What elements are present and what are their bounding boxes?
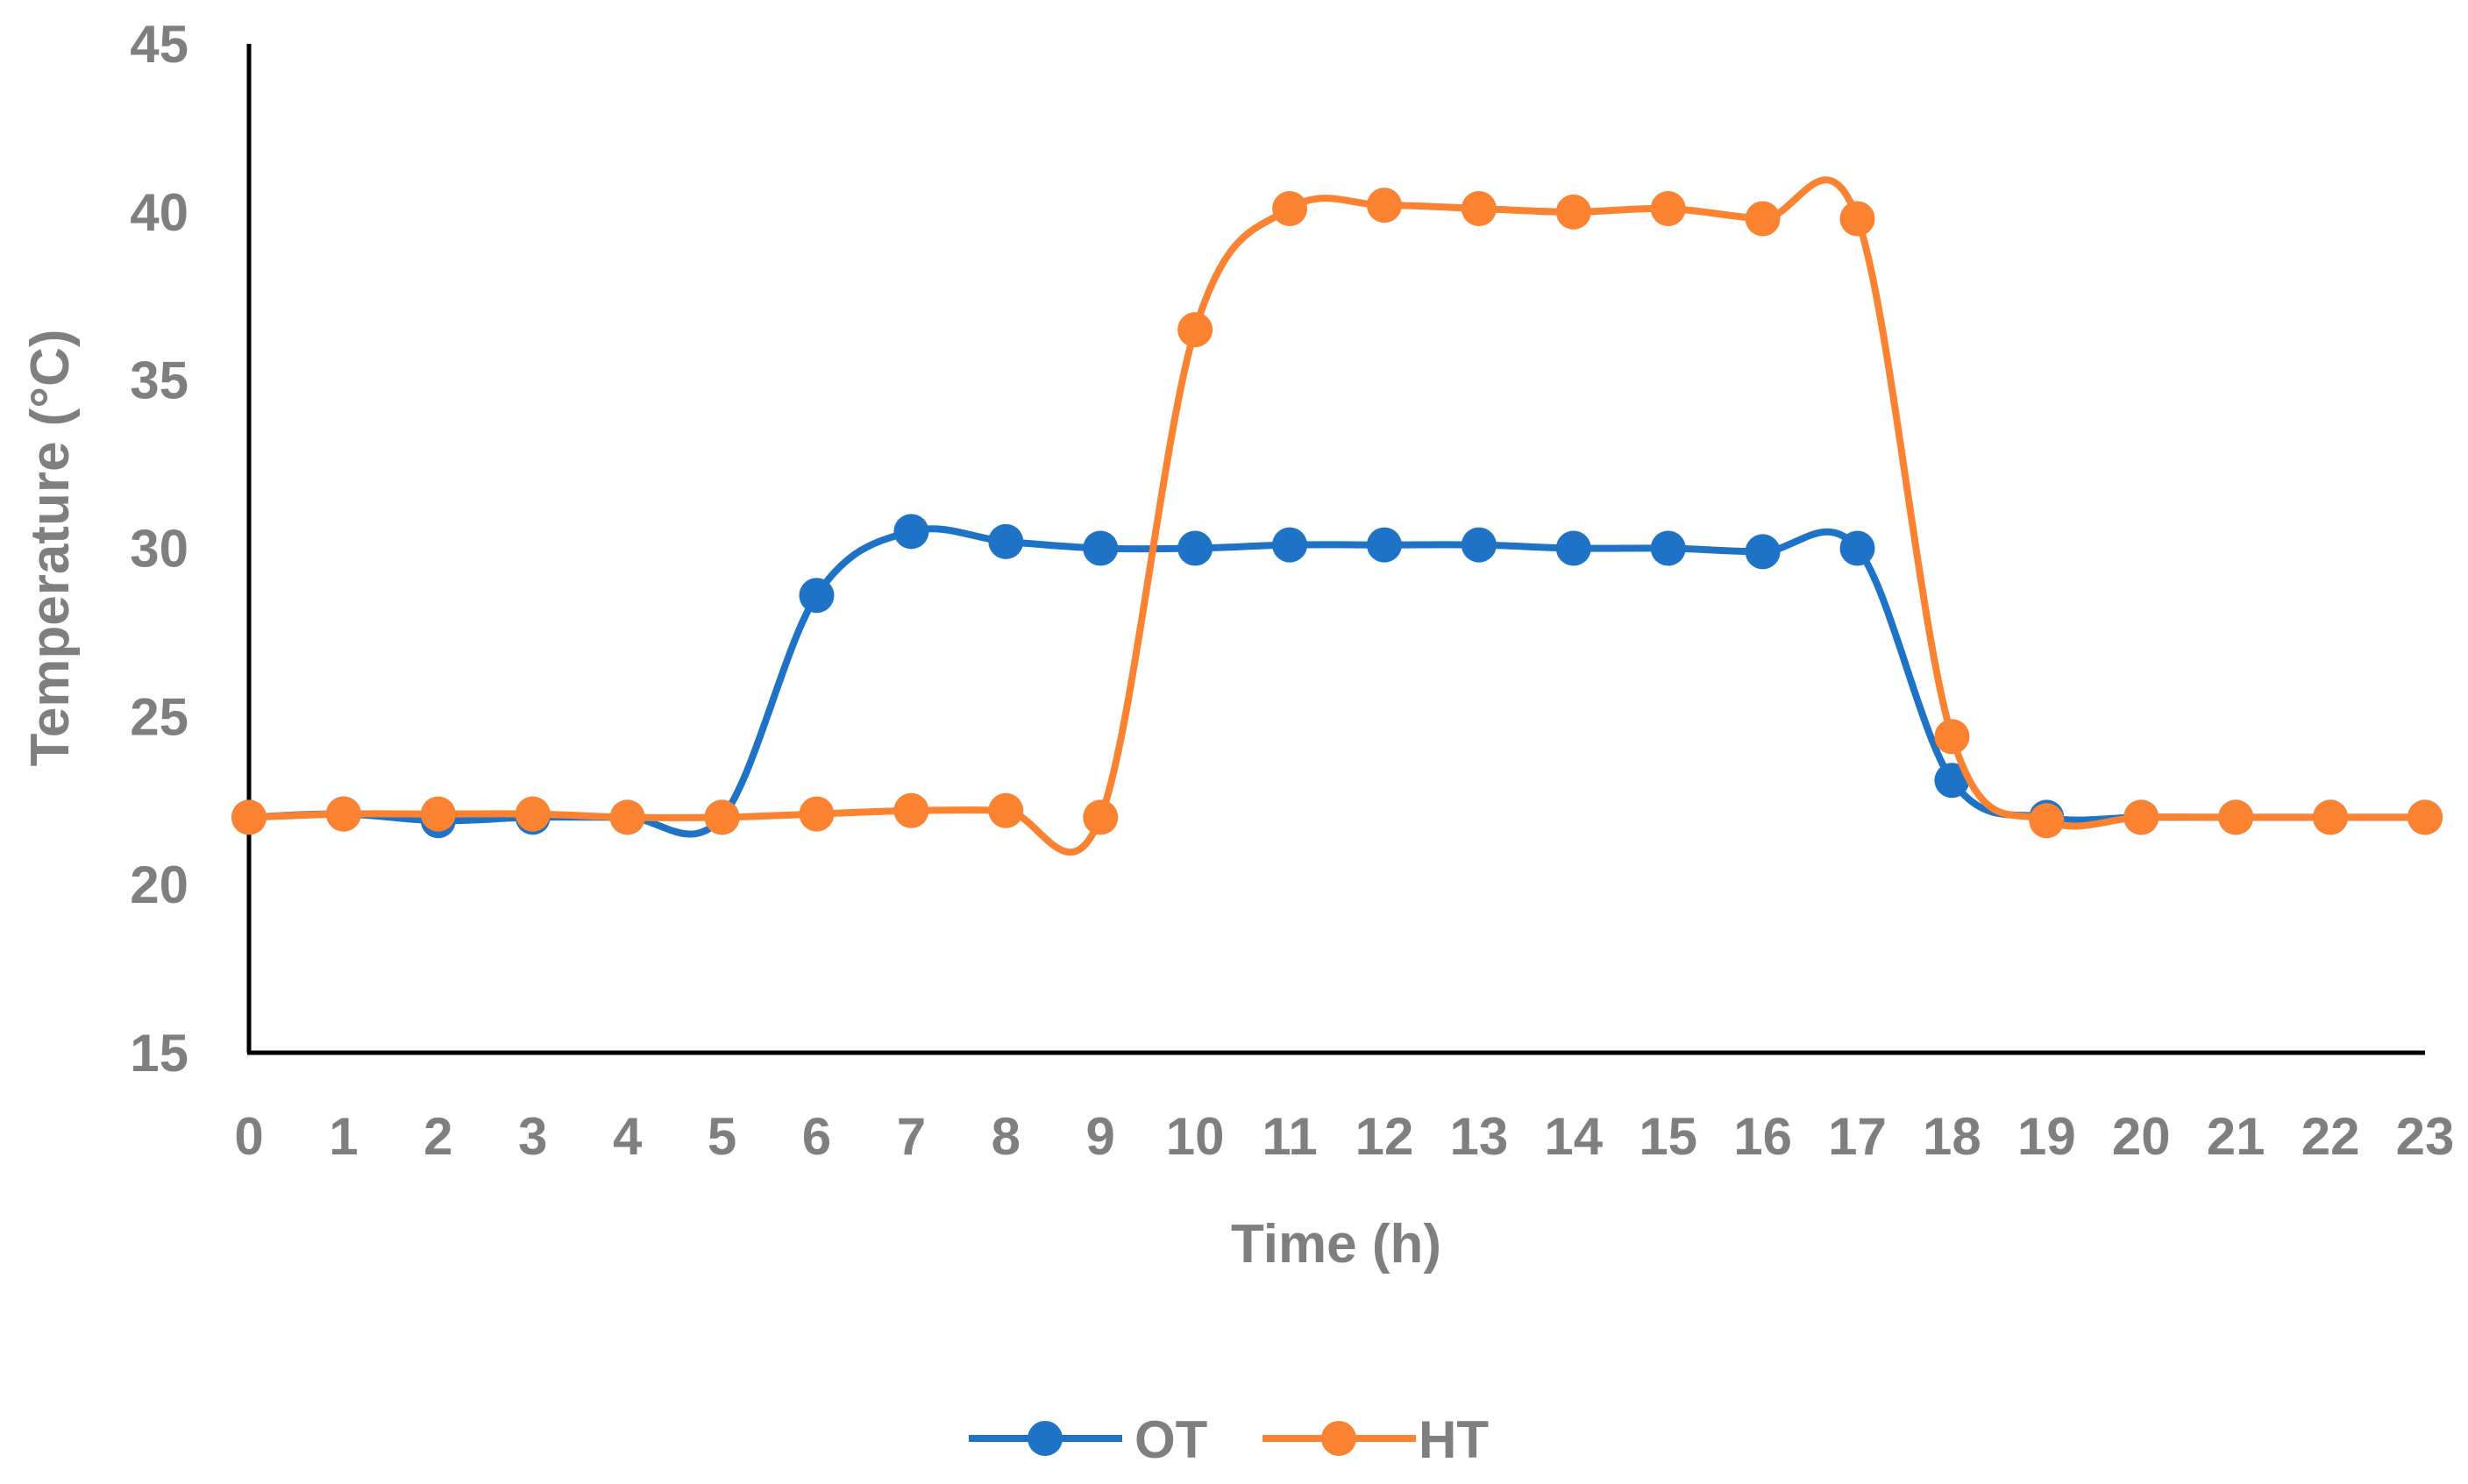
y-tick-label: 25: [130, 687, 188, 746]
x-tick-label: 23: [2396, 1107, 2455, 1166]
data-point: [1555, 194, 1591, 230]
data-point: [2408, 799, 2443, 835]
data-point: [1650, 530, 1686, 566]
x-tick-label: 17: [1828, 1107, 1887, 1166]
y-axis-label: Temperature (°C): [20, 329, 81, 766]
y-tick-label: 30: [130, 520, 188, 579]
data-point: [515, 796, 551, 832]
x-tick-label: 6: [802, 1107, 831, 1166]
x-tick-label: 4: [613, 1107, 643, 1166]
y-tick-label: 15: [130, 1024, 188, 1083]
data-point: [1366, 527, 1402, 563]
legend: OT HT: [969, 1410, 1489, 1469]
data-point: [2123, 799, 2159, 835]
data-point: [1461, 527, 1497, 563]
y-tick-label: 45: [130, 15, 188, 74]
series-ht: [231, 176, 2443, 856]
data-point: [799, 796, 835, 832]
legend-item-ot: OT: [969, 1410, 1207, 1469]
legend-marker: [1028, 1421, 1063, 1456]
data-point: [1555, 530, 1591, 566]
data-point: [988, 792, 1024, 828]
x-tick-label: 18: [1923, 1107, 1981, 1166]
data-point: [1934, 719, 1970, 755]
x-tick-label: 22: [2301, 1107, 2360, 1166]
x-tick-label: 8: [992, 1107, 1021, 1166]
legend-item-ht: HT: [1262, 1410, 1489, 1469]
data-point: [1366, 188, 1402, 224]
data-point: [1083, 530, 1119, 566]
x-tick-label: 14: [1544, 1107, 1603, 1166]
legend-label: OT: [1134, 1410, 1207, 1469]
legend-label: HT: [1419, 1410, 1489, 1469]
data-point: [1177, 530, 1213, 566]
legend-marker: [1321, 1421, 1356, 1456]
data-point: [1745, 534, 1781, 570]
x-tick-label: 20: [2112, 1107, 2171, 1166]
series-ot: [231, 514, 2443, 839]
x-tick-label: 9: [1086, 1107, 1115, 1166]
data-point: [1083, 799, 1119, 835]
y-tick-label: 35: [130, 351, 188, 410]
data-point: [704, 799, 740, 835]
x-tick-label: 5: [708, 1107, 736, 1166]
x-axis-label: Time (h): [1231, 1214, 1441, 1275]
x-tick-label: 13: [1449, 1107, 1508, 1166]
data-point: [1839, 201, 1875, 237]
x-tick-label: 0: [234, 1107, 263, 1166]
x-tick-label: 1: [329, 1107, 358, 1166]
x-tick-label: 12: [1355, 1107, 1414, 1166]
y-tick-label: 20: [130, 856, 188, 914]
x-tick-label: 16: [1733, 1107, 1792, 1166]
data-point: [609, 799, 645, 835]
data-point: [893, 514, 929, 550]
series-layer: [231, 176, 2443, 856]
data-point: [1650, 190, 1686, 226]
x-tick-label: 7: [897, 1107, 926, 1166]
x-tick-label: 3: [518, 1107, 547, 1166]
data-point: [2218, 799, 2254, 835]
y-tick-label: 40: [130, 183, 188, 242]
data-point: [231, 799, 267, 835]
data-point: [1934, 763, 1970, 799]
x-tick-label: 19: [2017, 1107, 2076, 1166]
data-point: [893, 792, 929, 828]
data-point: [325, 796, 361, 832]
data-point: [1272, 527, 1308, 563]
data-point: [1177, 312, 1213, 348]
x-tick-label: 15: [1639, 1107, 1697, 1166]
x-tick-label: 21: [2207, 1107, 2265, 1166]
x-tick-label: 10: [1166, 1107, 1225, 1166]
series-line: [248, 176, 2425, 856]
data-point: [1839, 530, 1875, 566]
data-point: [988, 523, 1024, 559]
data-point: [2029, 803, 2065, 839]
data-point: [1745, 201, 1781, 237]
data-point: [2313, 799, 2349, 835]
x-tick-label: 2: [423, 1107, 452, 1166]
data-point: [420, 796, 456, 832]
data-point: [1272, 190, 1308, 226]
series-line: [248, 525, 2425, 838]
x-tick-label: 11: [1262, 1107, 1317, 1166]
data-point: [1461, 190, 1497, 226]
data-point: [799, 578, 835, 614]
